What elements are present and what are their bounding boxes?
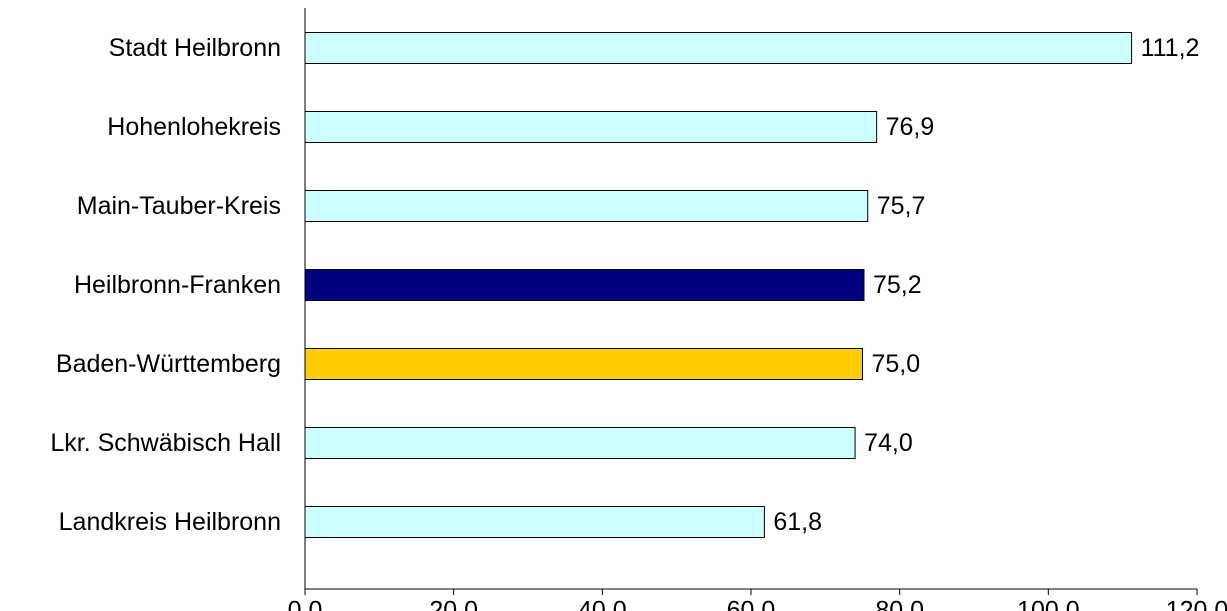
- bar: [304, 111, 878, 143]
- data-label: 111,2: [1141, 34, 1200, 62]
- category-label: Baden-Württemberg: [56, 350, 281, 378]
- data-label: 74,0: [864, 429, 913, 457]
- bar: [304, 269, 865, 301]
- category-label: Landkreis Heilbronn: [59, 508, 281, 536]
- data-label: 75,0: [872, 350, 921, 378]
- bar: [304, 32, 1133, 64]
- data-label: 61,8: [773, 508, 822, 536]
- category-label: Heilbronn-Franken: [74, 271, 281, 299]
- bar: [304, 348, 863, 380]
- x-tick-label: 60,0: [727, 597, 776, 611]
- x-tick-label: 120,0: [1166, 597, 1227, 611]
- bar: [304, 506, 765, 538]
- x-tick-label: 0,0: [288, 597, 323, 611]
- data-label: 75,7: [877, 192, 926, 220]
- x-tick-label: 40,0: [578, 597, 627, 611]
- data-label: 76,9: [886, 113, 935, 141]
- category-label: Stadt Heilbronn: [109, 34, 281, 62]
- x-tick-label: 100,0: [1017, 597, 1080, 611]
- category-label: Main-Tauber-Kreis: [77, 192, 281, 220]
- data-label: 75,2: [873, 271, 922, 299]
- bar: [304, 427, 856, 459]
- bar: [304, 190, 869, 222]
- category-label: Lkr. Schwäbisch Hall: [50, 429, 281, 457]
- x-tick-label: 80,0: [875, 597, 924, 611]
- x-tick-label: 20,0: [429, 597, 478, 611]
- category-label: Hohenlohekreis: [107, 113, 281, 141]
